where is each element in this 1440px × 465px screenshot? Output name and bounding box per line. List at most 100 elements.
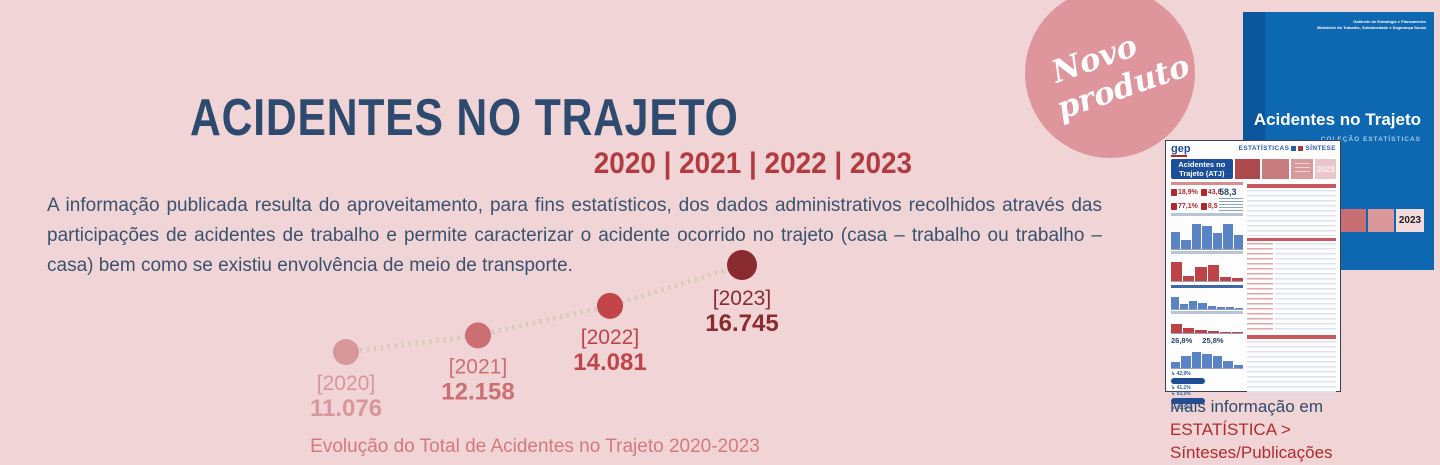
- table-header-line: [1247, 335, 1336, 339]
- chart-title-line: [1171, 213, 1243, 216]
- mini-bar: [1223, 223, 1233, 249]
- doc-topbar: gep ESTATÍSTICAS SÍNTESE: [1171, 143, 1336, 157]
- stat-zone: 18,9% 43,0 77,1% 8,5 58,3: [1171, 187, 1243, 212]
- section-header-line: [1171, 285, 1243, 288]
- stat-item: 77,1%: [1171, 201, 1198, 213]
- doc-square-dark-red: [1234, 159, 1261, 179]
- mini-bar: [1198, 303, 1207, 309]
- data-point-2021: [465, 322, 491, 349]
- mini-bar: [1181, 239, 1191, 249]
- cover-org-text: Gabinete de Estratégia e Planeamento Min…: [1317, 19, 1426, 30]
- mini-bar: [1212, 232, 1223, 249]
- novo-produto-badge: Novo produto: [1025, 0, 1195, 158]
- point-value-label: 12.158: [441, 378, 514, 405]
- mini-bar: [1195, 266, 1207, 281]
- masthead-red-square-icon: [1298, 146, 1304, 151]
- doc-body: 18,9% 43,0 77,1% 8,5 58,3: [1171, 182, 1336, 411]
- mini-bar: [1223, 360, 1233, 368]
- mini-bar: [1189, 301, 1198, 309]
- cover-collection: COLEÇÃO ESTATÍSTICAS: [1320, 136, 1421, 143]
- table-header-line: [1247, 237, 1336, 241]
- cover-title: Acidentes no Trajeto: [1253, 110, 1421, 129]
- mini-bar: [1181, 355, 1191, 368]
- trend-dotted-line: [345, 262, 743, 355]
- table-header-line: [1247, 184, 1336, 188]
- point-year-label: [2023]: [713, 287, 771, 310]
- point-year-label: [2020]: [317, 372, 375, 395]
- mini-bar: [1202, 226, 1212, 249]
- mini-bar: [1171, 297, 1180, 309]
- mini-bar: [1171, 323, 1183, 333]
- mini-bar-chart-mixed: [1171, 347, 1243, 369]
- stat-icon: [1171, 189, 1177, 197]
- masthead-blue-square-icon: [1291, 146, 1297, 151]
- stat-icon: [1171, 202, 1177, 210]
- more-info-block: Mais informação em ESTATÍSTICA > Síntese…: [1170, 395, 1440, 465]
- blue-pill-label: [1171, 378, 1205, 384]
- page-title: ACIDENTES NO TRAJETO: [190, 89, 739, 147]
- table-rows: [1275, 243, 1336, 333]
- mid-stats: 26,8% 25,8%: [1171, 336, 1224, 345]
- mini-bar: [1183, 276, 1195, 281]
- mini-bar: [1180, 304, 1189, 309]
- table-rows: [1247, 189, 1336, 236]
- table-label-column: [1247, 243, 1273, 333]
- tiny-text-lines: [1219, 198, 1243, 212]
- mini-bar: [1216, 306, 1225, 309]
- point-year-label: [2021]: [449, 355, 507, 378]
- mini-bar: [1191, 351, 1202, 368]
- doc-year-badge: 2023: [1315, 159, 1336, 179]
- chart-title-line: [1171, 251, 1243, 254]
- years-subtitle: 2020 | 2021 | 2022 | 2023: [593, 147, 912, 180]
- data-point-2022: [597, 292, 623, 319]
- stat-grid: 18,9% 43,0 77,1% 8,5: [1171, 187, 1221, 213]
- mini-bar: [1207, 305, 1216, 309]
- doc-left-column: 18,9% 43,0 77,1% 8,5 58,3: [1171, 182, 1244, 411]
- mini-bar-chart-red-2: [1171, 316, 1244, 334]
- table-rows: [1247, 340, 1336, 401]
- data-point-2020: [333, 339, 359, 365]
- blue-pill-label: [1171, 398, 1205, 404]
- mini-bar-chart-red: [1171, 256, 1244, 282]
- point-value-label: 16.745: [705, 310, 778, 337]
- table-with-labels: [1247, 243, 1336, 333]
- doc-header-band: Acidentes no Trajeto (ATJ) 2023: [1171, 159, 1336, 179]
- gep-logo-accent: [1171, 155, 1187, 157]
- big-stat: 58,3: [1219, 187, 1243, 212]
- point-value-label: 11.076: [310, 395, 382, 422]
- mini-bar-chart-blue-2: [1171, 290, 1243, 310]
- mini-bar-chart-blue: [1171, 218, 1243, 250]
- mini-bar: [1219, 276, 1231, 281]
- mini-bar: [1195, 329, 1207, 333]
- doc-title: Acidentes no Trajeto (ATJ): [1171, 159, 1233, 179]
- cover-year-badge: 2023: [1396, 209, 1424, 232]
- mini-bar: [1171, 361, 1181, 368]
- mini-bar: [1202, 353, 1212, 368]
- point-year-label: [2022]: [581, 326, 639, 349]
- stat-item: 8,5: [1200, 201, 1222, 213]
- mini-bar: [1231, 331, 1244, 333]
- doc-right-column: [1247, 182, 1336, 411]
- gep-logo: gep: [1171, 143, 1191, 157]
- doc-square-rose: [1262, 159, 1290, 179]
- stat-icon: [1200, 202, 1207, 210]
- stat-item: 43,0: [1200, 187, 1221, 199]
- more-info-path: ESTATÍSTICA > Sínteses/Publicações: [1170, 420, 1333, 462]
- mini-bar: [1212, 356, 1223, 368]
- mini-bar: [1171, 261, 1183, 281]
- point-value-label: 14.081: [573, 349, 646, 376]
- intro-paragraph: A informação publicada resulta do aprove…: [47, 195, 1102, 276]
- mini-bar: [1207, 331, 1219, 333]
- mini-bar: [1231, 278, 1244, 281]
- synthesis-sheet-thumbnail[interactable]: gep ESTATÍSTICAS SÍNTESE Acidentes no Tr…: [1165, 140, 1341, 411]
- mini-bar: [1191, 224, 1202, 249]
- data-point-2023: [727, 250, 757, 280]
- more-info-intro: Mais informação em: [1170, 397, 1324, 416]
- doc-masthead: ESTATÍSTICAS SÍNTESE: [1238, 145, 1336, 152]
- stat-icon: [1200, 189, 1207, 197]
- mini-bar: [1183, 327, 1195, 333]
- stat-header-line: [1171, 182, 1243, 185]
- stat-item: 18,9%: [1171, 187, 1198, 199]
